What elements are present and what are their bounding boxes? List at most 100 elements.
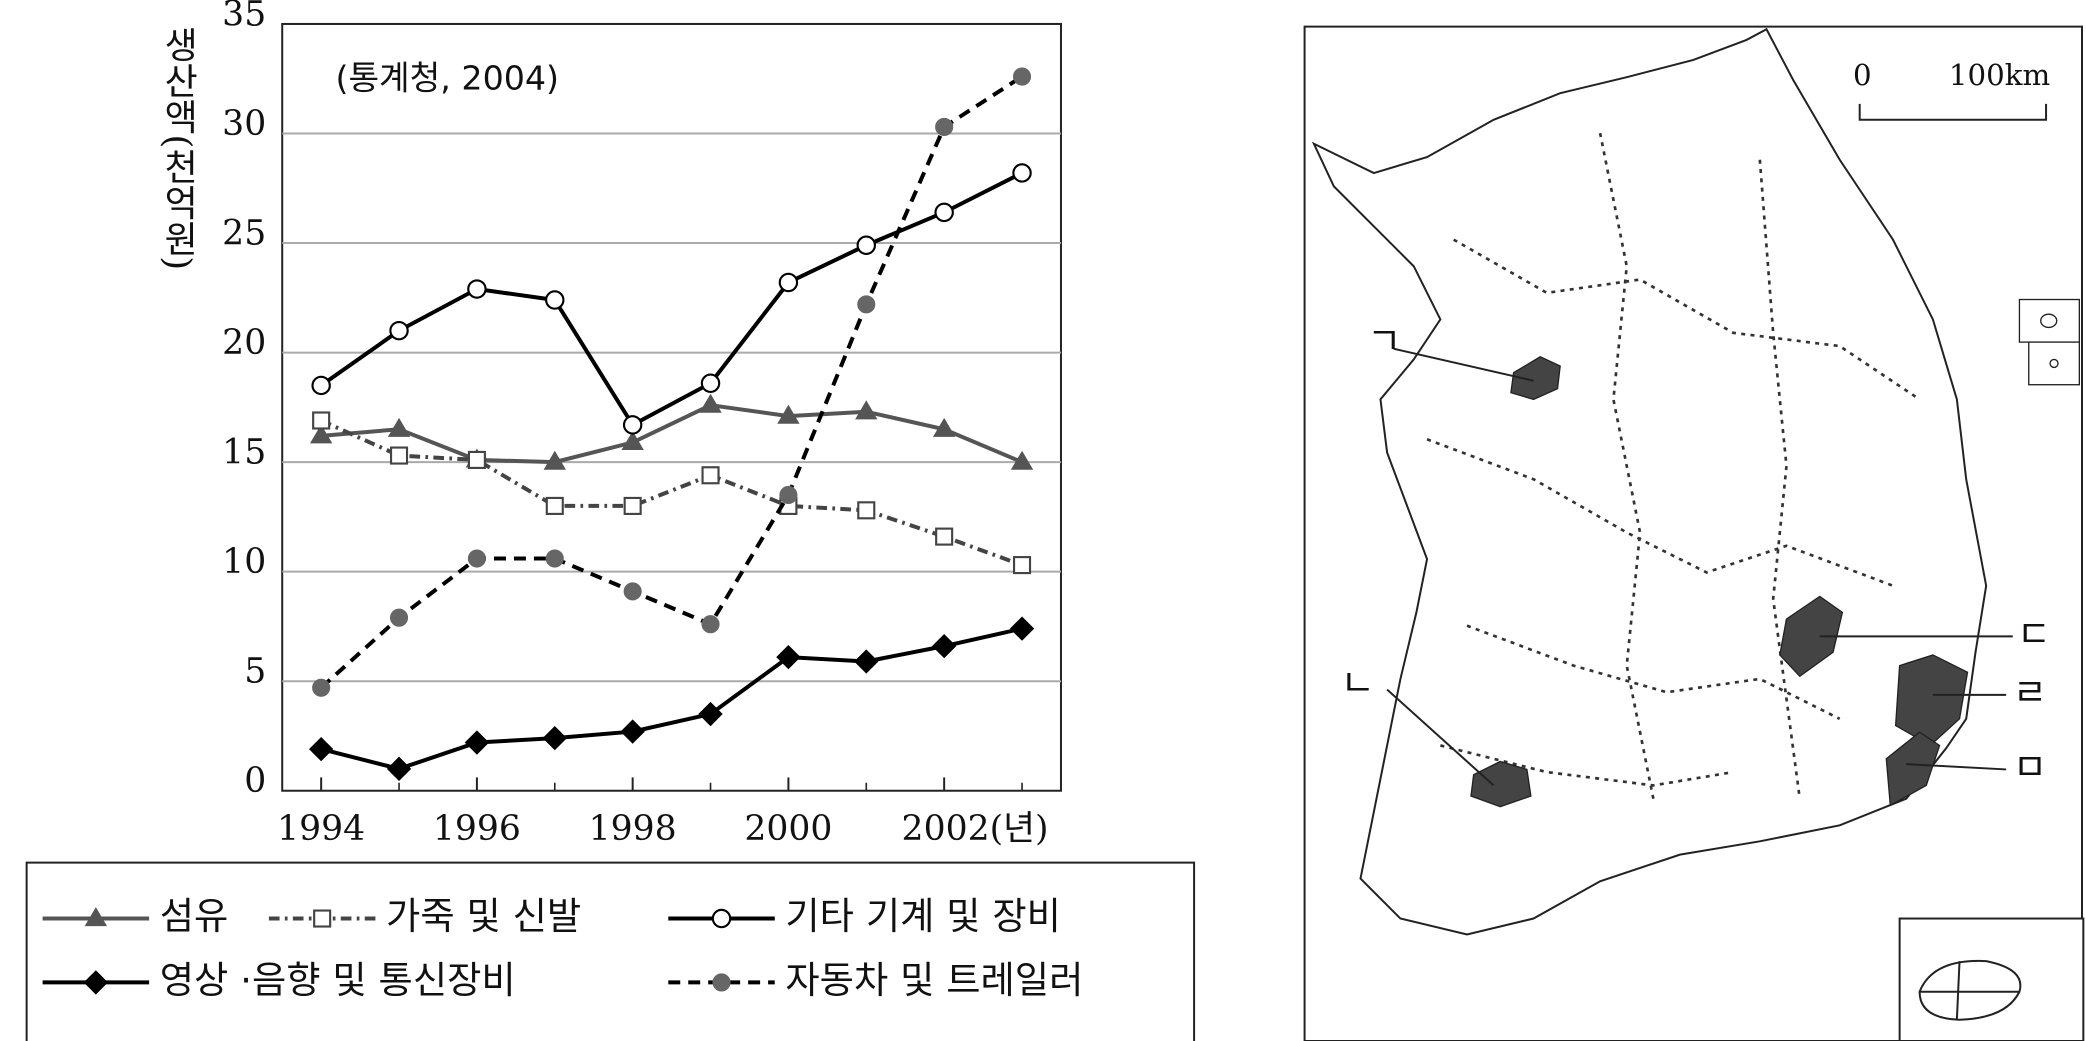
marker — [620, 719, 645, 744]
region-na — [1470, 760, 1532, 808]
x-tick-label: 1996 — [433, 809, 521, 849]
marker — [389, 608, 409, 627]
marker — [545, 496, 564, 515]
island — [2040, 313, 2058, 329]
x-tick-label: 2000 — [744, 809, 832, 849]
region-label: ㄹ — [2013, 670, 2047, 714]
region-ga — [1510, 356, 1561, 401]
marker — [856, 235, 877, 255]
marker — [622, 415, 643, 435]
legend-label: 섬유 — [160, 894, 229, 938]
marker — [711, 908, 732, 929]
marker — [855, 400, 878, 420]
y-tick-label: 20 — [222, 323, 266, 363]
marker — [313, 909, 332, 928]
legend-label: 자동차 및 트레일러 — [785, 958, 1083, 1002]
marker — [467, 279, 487, 299]
marker — [777, 404, 800, 424]
marker — [542, 725, 567, 751]
marker — [700, 373, 721, 393]
x-tick-label: 1994 — [277, 809, 365, 849]
inset-box — [2028, 341, 2081, 386]
y-tick-label: 10 — [222, 542, 266, 582]
series-line — [319, 74, 1024, 690]
legend-frame — [25, 861, 1196, 1041]
marker — [701, 466, 720, 485]
legend-label: 영상 ·음향 및 통신장비 — [160, 958, 516, 1002]
marker — [621, 430, 644, 450]
y-tick-label: 0 — [244, 761, 266, 801]
leader-lines — [1386, 347, 2013, 787]
scale-bar — [1858, 103, 2048, 121]
y-tick-label: 35 — [222, 0, 266, 34]
y-tick-label: 5 — [244, 652, 266, 692]
marker — [932, 633, 957, 659]
marker — [778, 272, 799, 293]
marker — [308, 736, 334, 762]
y-tick-label: 30 — [222, 104, 266, 144]
marker — [545, 549, 564, 568]
marker — [701, 615, 720, 634]
scale-label: 100km — [1949, 58, 2050, 92]
plot-frame — [281, 22, 1062, 792]
marker — [623, 496, 642, 515]
marker — [1012, 556, 1032, 575]
jeju — [1918, 959, 2022, 1021]
marker — [854, 649, 879, 674]
marker — [699, 393, 722, 413]
marker — [935, 117, 954, 136]
annotation: (통계청, 2004) — [335, 58, 559, 97]
marker — [776, 644, 801, 670]
island — [2049, 358, 2059, 369]
marker — [312, 678, 331, 697]
region-label: ㄱ — [1367, 319, 1401, 363]
marker — [779, 485, 798, 505]
marker — [389, 320, 409, 341]
x-tick-label: 1998 — [589, 809, 677, 849]
marker — [857, 501, 876, 520]
series-line — [320, 418, 1023, 567]
marker — [1012, 163, 1032, 183]
x-tick-label: 2002(년) — [902, 809, 1049, 849]
region-label: ㄴ — [1341, 661, 1375, 705]
marker — [712, 973, 731, 992]
region-da — [1779, 595, 1844, 678]
inset-box — [2018, 298, 2081, 343]
legend-label: 기타 기계 및 장비 — [785, 894, 1061, 938]
marker — [1010, 450, 1034, 470]
province-borders — [1426, 132, 1921, 799]
marker — [311, 375, 331, 396]
marker — [84, 907, 108, 927]
region-ra — [1894, 654, 1969, 747]
marker — [543, 450, 566, 470]
y-tick-label: 15 — [222, 433, 266, 473]
series-line — [320, 171, 1023, 428]
marker — [1009, 616, 1035, 641]
marker — [83, 970, 109, 995]
series-line — [320, 403, 1023, 465]
marker — [389, 446, 409, 465]
marker — [309, 424, 333, 444]
marker — [467, 450, 486, 469]
marker — [386, 756, 412, 781]
marker — [932, 417, 956, 437]
marker — [934, 202, 954, 223]
marker — [545, 290, 565, 310]
scale-label: 0 — [1853, 58, 1872, 92]
legend-label: 가죽 및 신발 — [386, 894, 581, 938]
y-axis-label: 생산액(천억원) — [157, 27, 198, 271]
coastline — [1311, 27, 1988, 936]
marker — [467, 549, 486, 568]
y-tick-label: 25 — [222, 214, 266, 254]
region-label: ㅁ — [2013, 745, 2047, 789]
marker — [312, 411, 331, 430]
marker — [1012, 67, 1032, 86]
map: ㄱ ㄴ ㄷ ㄹ ㅁ 0 100km — [1303, 25, 2085, 1041]
marker — [464, 730, 490, 755]
series-line — [320, 626, 1023, 771]
marker — [857, 295, 876, 314]
marker — [698, 701, 723, 727]
jeju-inset — [1898, 917, 2085, 1041]
